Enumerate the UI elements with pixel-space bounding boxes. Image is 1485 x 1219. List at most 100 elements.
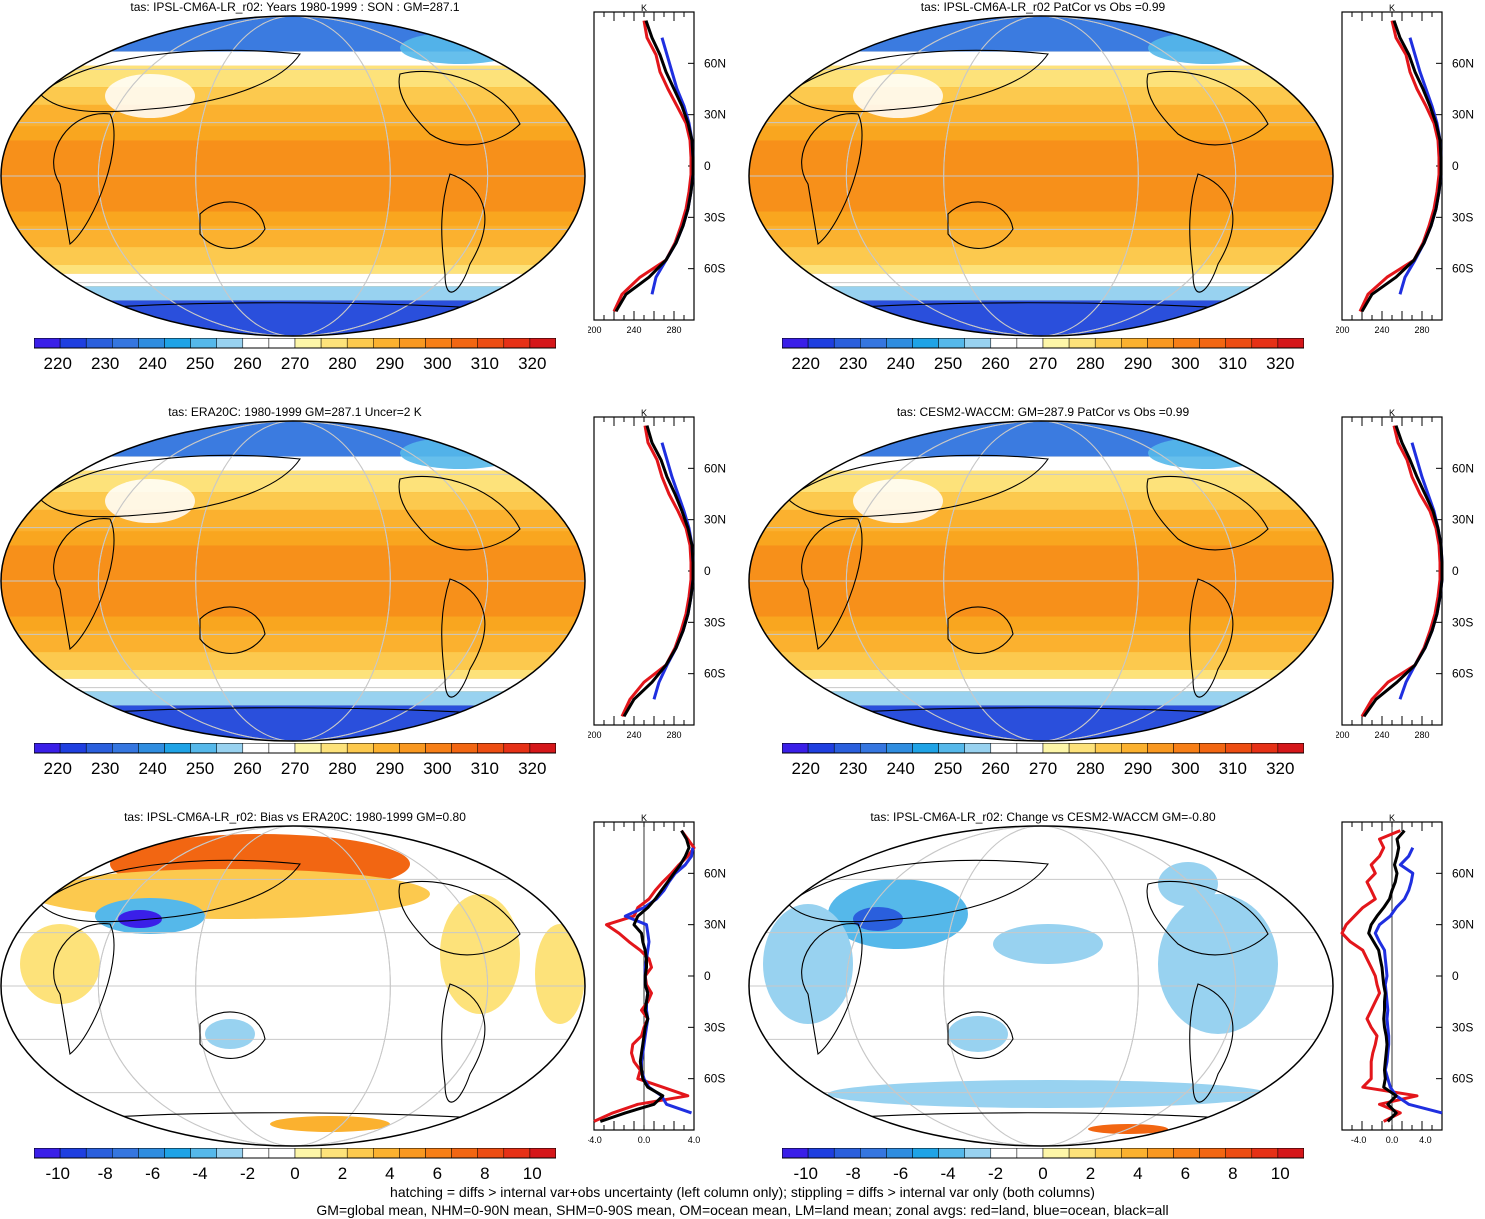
zonal-mean-plot: K 60N 30N 0 30S 60S -4.0 0.0 4.0: [1340, 813, 1474, 1145]
lat-tick-label: 30S: [1452, 1020, 1473, 1034]
colorbar-swatch: [1173, 1148, 1200, 1159]
zonal-mean-plot: K 60N 30N 0 30S 60S 200 240 280: [1336, 3, 1474, 335]
zonal-frame: [593, 416, 695, 726]
lat-tick-label: 0: [1452, 969, 1459, 983]
colorbar-swatch: [1016, 338, 1044, 349]
colorbar-swatch: [320, 338, 348, 349]
colorbar-label: 8: [1228, 1164, 1237, 1183]
zonal-x-tick-label: 200: [1336, 730, 1350, 740]
colorbar-label: 4: [1133, 1164, 1142, 1183]
lat-tick-label: 30S: [1452, 210, 1473, 224]
colorbar-swatch: [964, 743, 992, 754]
zonal-line-ocean: [650, 37, 695, 295]
colorbar-swatch: [373, 743, 400, 754]
colorbar-label: 260: [981, 759, 1009, 778]
colorbar-swatch: [860, 338, 887, 349]
colorbar-swatch: [990, 338, 1018, 349]
colorbar-label: 290: [1124, 354, 1152, 373]
panel-title: tas: IPSL-CM6A-LR_r02: Years 1980-1999 :…: [130, 0, 460, 14]
colorbar-label: 240: [886, 759, 914, 778]
colorbar-swatch: [1173, 743, 1200, 754]
colorbar-label: 280: [1076, 354, 1104, 373]
colorbar-swatch: [1121, 338, 1148, 349]
colorbar-label: 270: [1029, 354, 1057, 373]
colorbar-label: 320: [1266, 354, 1294, 373]
colorbar-label: 220: [792, 759, 820, 778]
colorbar-swatch: [1147, 743, 1174, 754]
colorbar-swatch: [164, 338, 191, 349]
colorbar-label: 230: [91, 354, 119, 373]
colorbar-swatch: [503, 1148, 531, 1159]
colorbar-swatch: [477, 743, 505, 754]
colorbar-label: -2: [988, 1164, 1003, 1183]
colorbar-swatch: [451, 1148, 478, 1159]
colorbar-swatch: [399, 338, 426, 349]
colorbar-swatch: [1094, 743, 1122, 754]
lat-tick-label: 30N: [704, 108, 726, 122]
colorbar-label: -10: [45, 1164, 70, 1183]
colorbar-swatch: [503, 338, 531, 349]
colorbar-swatch: [1016, 743, 1044, 754]
colorbar-swatch: [373, 1148, 400, 1159]
zonal-line-all: [1360, 20, 1443, 313]
colorbar-swatch: [807, 743, 835, 754]
colorbar-label: 260: [981, 354, 1009, 373]
map-plot: [0, 15, 586, 337]
colorbar-swatch: [1094, 338, 1122, 349]
colorbar-swatch: [1225, 338, 1253, 349]
zonal-x-tick-label: 200: [588, 325, 602, 335]
zonal-line-all: [599, 829, 691, 1123]
colorbar-swatch: [1251, 743, 1279, 754]
colorbar-swatch: [860, 1148, 887, 1159]
colorbar-label: 300: [1171, 759, 1199, 778]
lat-tick-label: 30N: [1452, 918, 1474, 932]
colorbar-swatch: [964, 338, 992, 349]
colorbar-label: 320: [518, 354, 546, 373]
colorbar-swatch: [477, 338, 505, 349]
footer-line-1: hatching = diffs > internal var+obs unce…: [390, 1184, 1095, 1200]
zonal-line-all: [614, 20, 695, 313]
zonal-line-land: [1340, 829, 1419, 1123]
colorbar: 220 230 240 250 260 270 280 290 300 310 320: [34, 743, 556, 778]
colorbar-swatch: [912, 743, 939, 754]
colorbar-label: 220: [44, 759, 72, 778]
zonal-x-tick-label: 4.0: [688, 1135, 701, 1145]
panel-title: tas: IPSL-CM6A-LR_r02: Bias vs ERA20C: 1…: [124, 810, 466, 824]
zonal-line-ocean: [1398, 442, 1444, 700]
zonal-line-all: [1362, 425, 1444, 718]
colorbar-label: 300: [423, 759, 451, 778]
colorbar-swatch: [34, 743, 61, 754]
colorbar-swatch: [1121, 743, 1148, 754]
colorbar-label: 8: [480, 1164, 489, 1183]
zonal-line-land: [612, 20, 693, 313]
colorbar-swatch: [346, 1148, 374, 1159]
colorbar-swatch: [320, 1148, 348, 1159]
colorbar-swatch: [164, 743, 191, 754]
colorbar-swatch: [138, 743, 165, 754]
panel-1: tas: IPSL-CM6A-LR_r02: Years 1980-1999 :…: [0, 0, 742, 405]
colorbar-swatch: [85, 1148, 113, 1159]
colorbar-swatch: [1147, 338, 1174, 349]
colorbar-swatch: [1042, 338, 1070, 349]
colorbar-swatch: [59, 743, 87, 754]
zonal-x-tick-label: 280: [1414, 730, 1429, 740]
footer-line-2: GM=global mean, NHM=0-90N mean, SHM=0-90…: [316, 1202, 1169, 1218]
colorbar-label: -10: [793, 1164, 818, 1183]
colorbar-label: -8: [846, 1164, 861, 1183]
colorbar-swatch: [190, 743, 217, 754]
zonal-line-ocean: [652, 442, 695, 700]
colorbar-swatch: [1121, 1148, 1148, 1159]
colorbar-swatch: [1173, 338, 1200, 349]
zonal-mean-plot: K 60N 30N 0 30S 60S 200 240 280: [1336, 408, 1474, 740]
colorbar-label: 280: [328, 354, 356, 373]
colorbar-swatch: [529, 1148, 556, 1159]
colorbar-swatch: [138, 1148, 165, 1159]
colorbar-label: 250: [934, 354, 962, 373]
colorbar-swatch: [399, 743, 426, 754]
lat-tick-label: 60N: [704, 866, 726, 880]
colorbar-label: 2: [338, 1164, 347, 1183]
panel-6: tas: IPSL-CM6A-LR_r02: Change vs CESM2-W…: [748, 810, 1485, 1215]
lat-tick-label: 60N: [704, 56, 726, 70]
colorbar-swatch: [1147, 1148, 1174, 1159]
colorbar-label: 270: [1029, 759, 1057, 778]
